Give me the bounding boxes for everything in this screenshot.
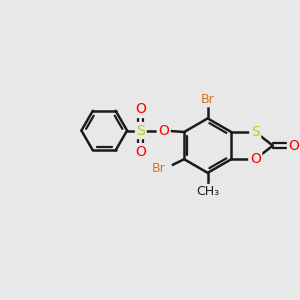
Text: S: S bbox=[136, 124, 145, 137]
Text: CH₃: CH₃ bbox=[196, 185, 219, 198]
Text: Br: Br bbox=[152, 162, 165, 175]
Text: O: O bbox=[158, 124, 169, 137]
Text: O: O bbox=[135, 145, 146, 159]
Text: O: O bbox=[135, 103, 146, 116]
Text: S: S bbox=[251, 125, 260, 139]
Text: O: O bbox=[289, 139, 299, 153]
Text: Br: Br bbox=[201, 93, 214, 106]
Text: O: O bbox=[250, 152, 261, 166]
